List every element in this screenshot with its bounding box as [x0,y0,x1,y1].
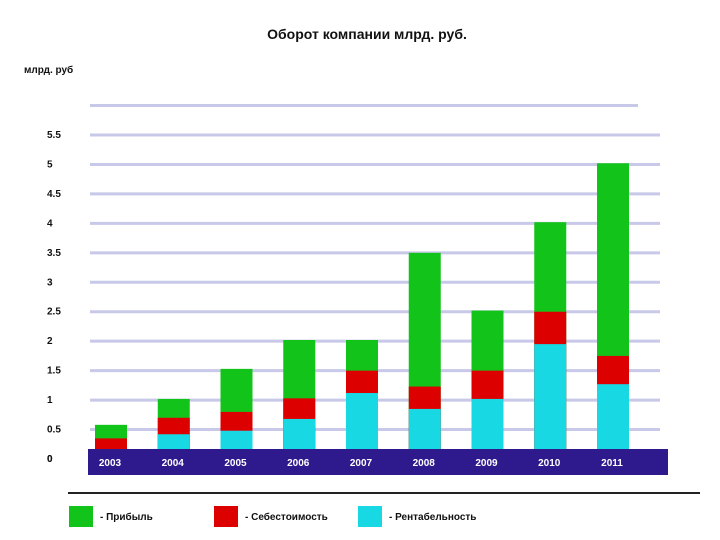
y-tick-label: 1 [47,395,53,406]
x-axis: 2003 2004 2005 2006 2007 2008 2009 2010 2011 0 [47,449,668,475]
bar-2010-Рентабельность [534,344,567,459]
x-axis-band [88,449,668,475]
x-tick-label: 2006 [287,458,310,469]
y-axis-ticks: 0 0.5 1 1.5 2 2.5 3 3.5 4 4.5 5 5.5 [47,130,61,465]
x-tick-label: 2009 [475,458,498,469]
x-tick-label: 2011 [601,458,623,469]
legend-label: - Прибыль [100,511,153,523]
legend: - Прибыль - Себестоимость - Рентабельность [69,506,476,527]
x-tick-label: 2005 [224,458,247,469]
y-tick-label: 5 [47,159,53,170]
legend-swatch [358,506,382,527]
y-tick-label: 4.5 [47,189,61,200]
y-tick-label: 0.5 [47,425,61,436]
x-tick-label: 2003 [99,458,122,469]
legend-label: - Рентабельность [389,511,476,523]
x-tick-label: 2008 [413,458,436,469]
y-tick-label: 0 [47,454,53,465]
y-tick-label: 2 [47,336,53,347]
bar-2011-Рентабельность [597,384,629,459]
legend-label: - Себестоимость [245,511,328,523]
y-tick-label: 2.5 [47,307,61,318]
y-tick-label: 3.5 [47,248,61,259]
y-tick-label: 1.5 [47,366,61,377]
x-tick-label: 2004 [162,458,185,469]
y-tick-label: 3 [47,277,53,288]
y-tick-label: 0 [47,454,53,465]
bar-2007-Рентабельность [346,393,378,459]
y-tick-label: 5.5 [47,130,61,141]
y-axis-label: млрд. руб [24,64,73,76]
bar-2009-Рентабельность [471,398,504,459]
legend-swatch [214,506,238,527]
x-tick-label: 2007 [350,458,373,469]
legend-swatch [69,506,93,527]
chart-title: Оборот компании млрд. руб. [267,26,467,42]
x-tick-label: 2010 [538,458,561,469]
y-tick-label: 4 [47,218,53,229]
